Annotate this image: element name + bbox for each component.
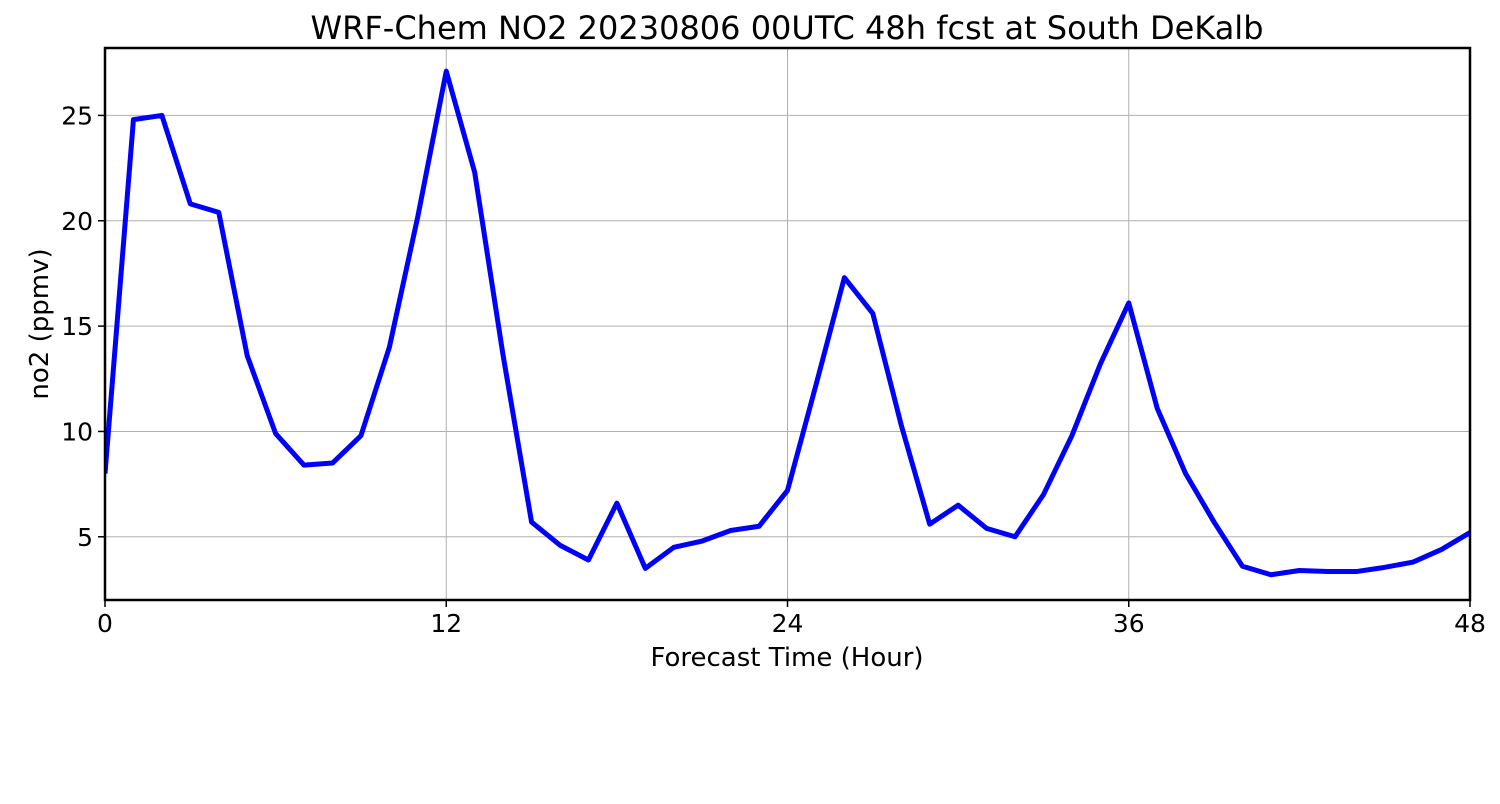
x-axis-label: Forecast Time (Hour) — [650, 643, 923, 673]
y-axis-label: no2 (ppmv) — [25, 248, 55, 399]
grid-lines — [104, 48, 1471, 600]
x-tick-label: 48 — [1454, 609, 1486, 638]
y-tick-label: 5 — [77, 523, 93, 552]
y-tick-label: 20 — [61, 207, 93, 236]
x-tick-label: 36 — [1113, 609, 1145, 638]
y-tick-label: 10 — [61, 417, 93, 446]
x-tick-label: 12 — [430, 609, 462, 638]
series-line — [105, 68, 1470, 578]
y-tick-label: 15 — [61, 312, 93, 341]
axis-ticks: 0 12 24 36 48 5 10 15 20 25 — [61, 101, 1486, 638]
y-tick-label: 25 — [61, 101, 93, 130]
x-tick-label: 24 — [772, 609, 804, 638]
series-layer — [105, 68, 1470, 578]
x-tick-label: 0 — [97, 609, 113, 638]
chart-title: WRF-Chem NO2 20230806 00UTC 48h fcst at … — [311, 9, 1264, 47]
